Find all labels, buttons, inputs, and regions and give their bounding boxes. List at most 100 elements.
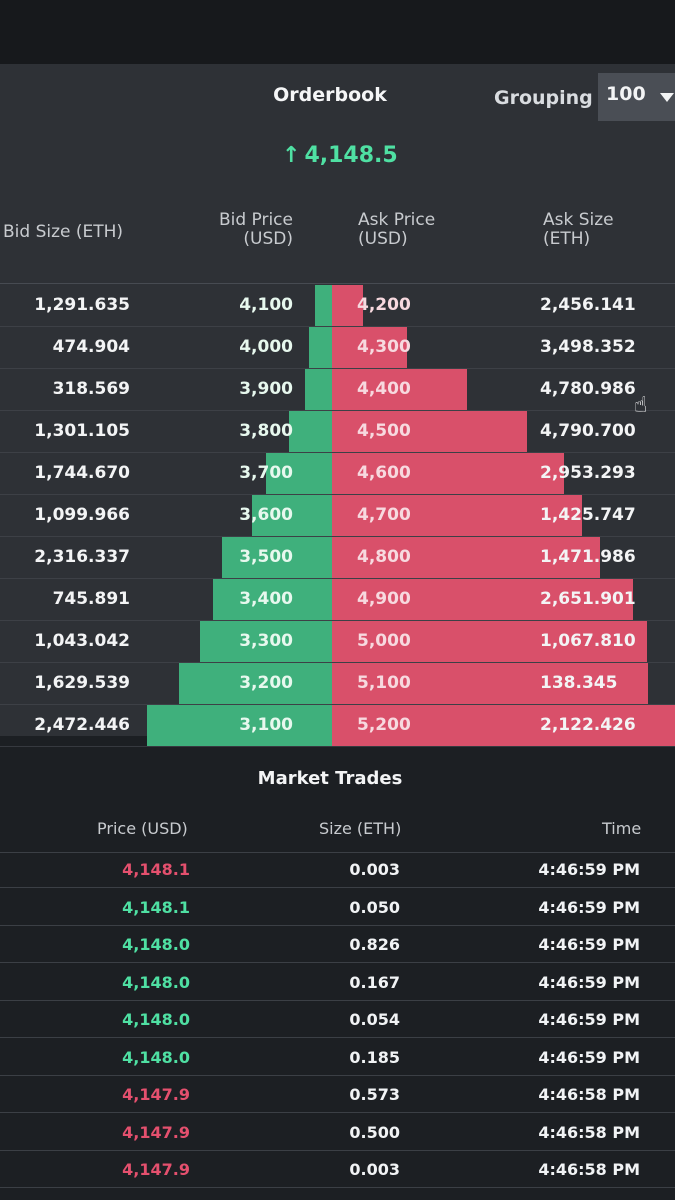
bid-size-cell: 1,043.042 — [34, 631, 130, 651]
trade-price: 4,147.9 — [122, 1160, 190, 1179]
header-ask-size: Ask Size (ETH) — [543, 211, 614, 249]
trade-size: 0.185 — [349, 1048, 400, 1067]
ask-depth-bar — [332, 621, 647, 662]
bid-price-cell: 3,300 — [239, 631, 293, 651]
market-trades-title: Market Trades — [257, 768, 403, 789]
ask-size-cell: 2,456.141 — [540, 295, 636, 315]
ask-price-cell: 5,200 — [357, 715, 411, 735]
trade-price: 4,148.1 — [122, 898, 190, 917]
bid-depth-bar — [200, 621, 332, 662]
bid-depth-bar — [252, 495, 332, 536]
bid-depth-bar — [315, 285, 332, 326]
ask-price-cell: 4,500 — [357, 421, 411, 441]
trades-divider — [0, 1187, 675, 1188]
ask-depth-bar — [332, 579, 633, 620]
header-ask-price-line2: (USD) — [358, 229, 408, 249]
bid-depth-bar — [222, 537, 332, 578]
trade-price: 4,148.0 — [122, 935, 190, 954]
ask-price-cell: 4,800 — [357, 547, 411, 567]
trades-header-time: Time — [602, 819, 642, 838]
bid-depth-bar — [289, 411, 332, 452]
ask-price-cell: 4,900 — [357, 589, 411, 609]
bid-size-cell: 1,291.635 — [34, 295, 130, 315]
trade-size: 0.573 — [349, 1085, 400, 1104]
ask-price-cell: 4,700 — [357, 505, 411, 525]
trade-price: 4,148.0 — [122, 1010, 190, 1029]
header-ask-size-line2: (ETH) — [543, 229, 591, 249]
trade-time: 4:46:59 PM — [538, 973, 640, 992]
trade-size: 0.500 — [349, 1123, 400, 1142]
bid-price-cell: 3,800 — [239, 421, 293, 441]
trades-divider — [0, 1112, 675, 1113]
bid-size-cell: 1,099.966 — [34, 505, 130, 525]
trade-time: 4:46:58 PM — [538, 1123, 640, 1142]
ask-depth-bar — [332, 663, 648, 704]
ask-size-cell: 4,780.986 — [540, 379, 636, 399]
trade-price: 4,148.1 — [122, 860, 190, 879]
trades-divider — [0, 1000, 675, 1001]
bid-size-cell: 745.891 — [52, 589, 130, 609]
bid-price-cell: 3,900 — [239, 379, 293, 399]
bid-price-cell: 4,000 — [239, 337, 293, 357]
header-bid-price-line1: Bid Price — [218, 210, 293, 230]
bid-depth-bar — [305, 369, 332, 410]
trade-size: 0.167 — [349, 973, 400, 992]
bid-size-cell: 318.569 — [52, 379, 130, 399]
bid-depth-bar — [147, 705, 332, 746]
trades-divider — [0, 852, 675, 853]
header-bid-price-line2: (USD) — [243, 229, 293, 249]
bid-depth-bar — [309, 327, 332, 368]
bid-price-cell: 4,100 — [239, 295, 293, 315]
ask-size-cell: 4,790.700 — [540, 421, 636, 441]
trade-time: 4:46:59 PM — [538, 860, 640, 879]
trades-divider — [0, 925, 675, 926]
ask-size-cell: 138.345 — [540, 673, 618, 693]
bid-depth-bar — [213, 579, 332, 620]
last-price-value: 4,148.5 — [304, 143, 398, 168]
ask-depth-bar — [332, 705, 675, 746]
last-price: ↑ 4,148.5 — [282, 143, 398, 168]
ask-price-cell: 5,100 — [357, 673, 411, 693]
row-divider — [0, 410, 675, 411]
header-bid-price: Bid Price (USD) — [215, 211, 293, 249]
grouping-select[interactable]: 100 — [598, 73, 675, 121]
row-divider — [0, 368, 675, 369]
bid-price-cell: 3,500 — [239, 547, 293, 567]
trades-header-size: Size (ETH) — [319, 819, 402, 838]
bid-price-cell: 3,100 — [239, 715, 293, 735]
row-divider — [0, 536, 675, 537]
trades-divider — [0, 1075, 675, 1076]
trades-header-price: Price (USD) — [97, 819, 188, 838]
trade-time: 4:46:58 PM — [538, 1160, 640, 1179]
ask-price-cell: 4,600 — [357, 463, 411, 483]
ask-price-cell: 5,000 — [357, 631, 411, 651]
bid-size-cell: 474.904 — [52, 337, 130, 357]
arrow-up-icon: ↑ — [282, 143, 301, 168]
hand-cursor-icon: ☝ — [634, 393, 648, 418]
row-divider — [0, 452, 675, 453]
ask-size-cell: 2,122.426 — [540, 715, 636, 735]
header-ask-price-line1: Ask Price — [358, 210, 436, 230]
trade-time: 4:46:59 PM — [538, 935, 640, 954]
header-bid-size-label: Bid Size (ETH) — [3, 222, 124, 242]
row-divider — [0, 746, 675, 747]
trade-price: 4,147.9 — [122, 1085, 190, 1104]
bid-size-cell: 1,301.105 — [34, 421, 130, 441]
bid-price-cell: 3,400 — [239, 589, 293, 609]
ask-depth-bar — [332, 327, 407, 368]
bid-size-cell: 2,472.446 — [34, 715, 130, 735]
ask-price-cell: 4,300 — [357, 337, 411, 357]
trade-time: 4:46:58 PM — [538, 1085, 640, 1104]
ask-size-cell: 2,651.901 — [540, 589, 636, 609]
ask-depth-bar — [332, 285, 363, 326]
row-divider — [0, 326, 675, 327]
row-divider — [0, 283, 675, 284]
row-divider — [0, 578, 675, 579]
bid-size-cell: 1,629.539 — [34, 673, 130, 693]
ask-size-cell: 3,498.352 — [540, 337, 636, 357]
top-bar — [0, 0, 675, 64]
grouping-value: 100 — [606, 83, 646, 105]
trade-price: 4,147.9 — [122, 1123, 190, 1142]
ask-price-cell: 4,400 — [357, 379, 411, 399]
trade-time: 4:46:59 PM — [538, 1048, 640, 1067]
